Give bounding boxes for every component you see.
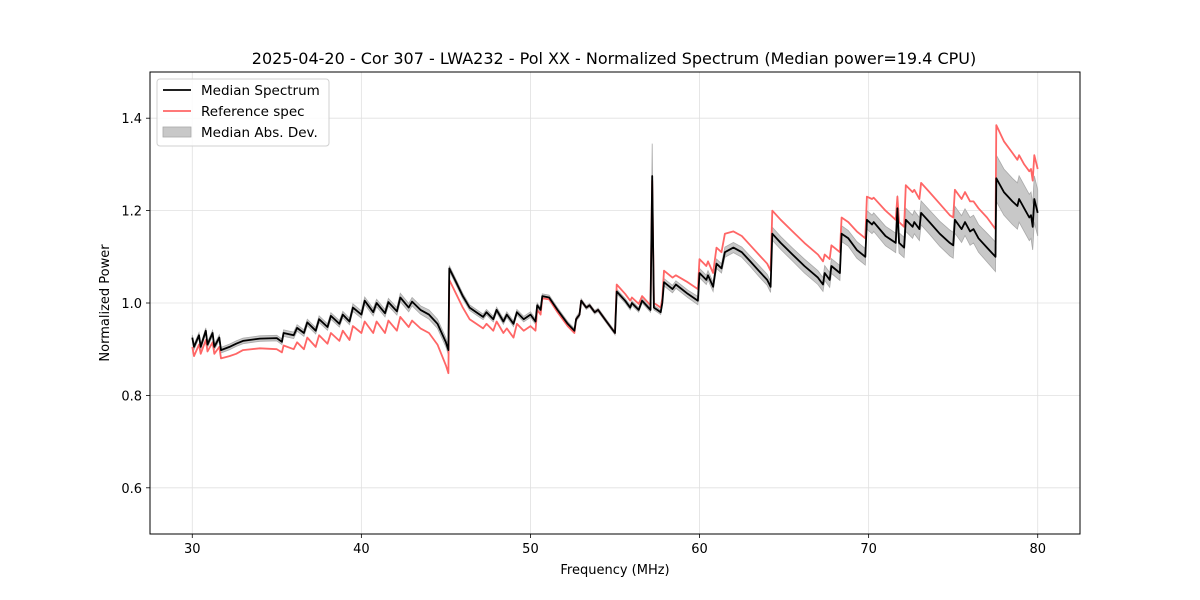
legend-median-label: Median Spectrum bbox=[201, 83, 320, 99]
x-tick-label: 50 bbox=[522, 542, 539, 557]
y-axis: 0.6 0.8 1.0 1.2 1.4 bbox=[121, 112, 150, 497]
x-tick-label: 70 bbox=[860, 542, 877, 557]
x-axis: 30 40 50 60 70 80 bbox=[184, 534, 1046, 557]
legend: Median Spectrum Reference spec Median Ab… bbox=[156, 78, 330, 147]
x-axis-label: Frequency (MHz) bbox=[560, 563, 669, 578]
reference-spectrum-line bbox=[191, 124, 1039, 375]
chart-title: 2025-04-20 - Cor 307 - LWA232 - Pol XX -… bbox=[252, 49, 976, 68]
legend-mad-label: Median Abs. Dev. bbox=[201, 125, 318, 141]
legend-reference-label: Reference spec bbox=[201, 104, 305, 120]
y-tick-label: 1.0 bbox=[121, 297, 142, 312]
x-tick-label: 30 bbox=[184, 542, 201, 557]
legend-box bbox=[156, 78, 330, 147]
median-spectrum-line bbox=[191, 175, 1039, 352]
x-tick-label: 40 bbox=[353, 542, 370, 557]
y-tick-label: 1.4 bbox=[121, 112, 142, 127]
x-tick-label: 80 bbox=[1029, 542, 1046, 557]
y-tick-label: 0.8 bbox=[121, 389, 142, 404]
plot-area bbox=[191, 124, 1039, 375]
y-tick-label: 0.6 bbox=[121, 482, 142, 497]
y-tick-label: 1.2 bbox=[121, 205, 142, 220]
legend-mad-swatch bbox=[162, 126, 192, 138]
y-axis-label: Normalized Power bbox=[98, 244, 113, 362]
x-tick-label: 60 bbox=[691, 542, 708, 557]
